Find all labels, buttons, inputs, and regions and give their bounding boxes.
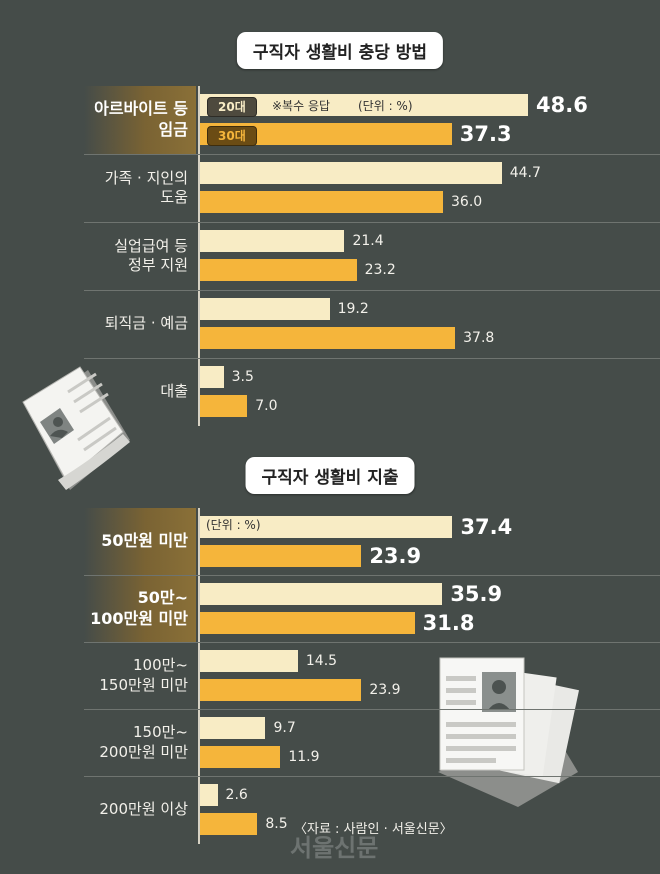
value-label: 7.0 bbox=[255, 398, 278, 414]
category-label-line: 100만원 미만 bbox=[90, 608, 188, 628]
bar-30s-2 bbox=[200, 679, 362, 701]
chart2-category-0: 50만원 미만 bbox=[84, 508, 196, 575]
value-label: 2.6 bbox=[225, 787, 248, 803]
chart2-axis bbox=[198, 508, 200, 844]
value-label: 23.9 bbox=[369, 544, 422, 568]
chart1-axis bbox=[198, 86, 200, 426]
value-label: 23.2 bbox=[364, 262, 396, 278]
chart2-category-4: 200만원 이상 bbox=[84, 776, 196, 844]
bar-30s-1 bbox=[200, 191, 443, 213]
value-label: 35.9 bbox=[450, 582, 503, 606]
value-label: 3.5 bbox=[231, 369, 254, 385]
bar-20s-3 bbox=[200, 298, 330, 320]
value-label: 48.6 bbox=[536, 93, 588, 117]
category-label-line: 임금 bbox=[158, 120, 188, 139]
chart1-category-0: 아르바이트 등 임금 bbox=[84, 86, 196, 154]
separator bbox=[84, 358, 660, 359]
bar-30s-4 bbox=[200, 813, 258, 835]
value-label: 44.7 bbox=[509, 165, 541, 181]
bar-20s-2 bbox=[200, 230, 345, 252]
bar-20s-4 bbox=[200, 784, 218, 806]
separator bbox=[84, 776, 660, 777]
value-label: 11.9 bbox=[288, 749, 320, 765]
bar-20s-1 bbox=[200, 162, 502, 184]
chart2-category-3: 150만~ 200만원 미만 bbox=[84, 709, 196, 776]
resume-paper-icon bbox=[22, 366, 130, 490]
bar-30s-4 bbox=[200, 395, 248, 417]
value-label: 14.5 bbox=[305, 653, 338, 669]
bar-30s-0 bbox=[200, 545, 362, 567]
chart1-category-1: 가족 · 지인의 도움 bbox=[84, 154, 196, 222]
bar-30s-0 bbox=[200, 123, 452, 145]
value-label: 21.4 bbox=[352, 233, 384, 249]
legend-30s-badge: 30대 bbox=[207, 126, 257, 146]
bar-20s-0 bbox=[200, 516, 453, 538]
category-label-line: 도움 bbox=[160, 188, 188, 206]
category-label-line: 150만원 미만 bbox=[99, 675, 188, 694]
category-label-line: 200만원 이상 bbox=[99, 800, 188, 819]
chart1-category-4: 대출 bbox=[84, 358, 196, 426]
bar-20s-3 bbox=[200, 717, 266, 739]
chart1-category-2: 실업급여 등 정부 지원 bbox=[84, 222, 196, 290]
bar-30s-3 bbox=[200, 327, 456, 349]
separator bbox=[84, 642, 660, 643]
value-label: 36.0 bbox=[451, 194, 483, 210]
category-label-line: 대출 bbox=[160, 382, 188, 401]
bar-20s-0 bbox=[200, 94, 529, 116]
separator bbox=[84, 575, 660, 576]
value-label: 37.3 bbox=[459, 122, 512, 146]
separator bbox=[84, 222, 660, 223]
unit-note-2: (단위 : %) bbox=[206, 518, 261, 532]
unit-note-1: (단위 : %) bbox=[358, 99, 413, 113]
bar-20s-4 bbox=[200, 366, 224, 388]
separator bbox=[84, 709, 660, 710]
category-label-line: 가족 · 지인의 bbox=[104, 168, 188, 187]
separator bbox=[84, 290, 660, 291]
category-label-line: 100만~ bbox=[133, 656, 188, 674]
chart1-category-3: 퇴직금 · 예금 bbox=[84, 290, 196, 358]
category-label-line: 정부 지원 bbox=[128, 256, 188, 274]
value-label: 37.4 bbox=[460, 515, 513, 539]
chart2-category-1: 50만~ 100만원 미만 bbox=[84, 575, 196, 642]
value-label: 23.9 bbox=[369, 682, 401, 698]
bar-30s-2 bbox=[200, 259, 357, 281]
category-label-line: 150만~ bbox=[133, 723, 188, 741]
chart2-title: 구직자 생활비 지출 bbox=[245, 457, 415, 494]
watermark-logo: 서울신문 bbox=[290, 834, 379, 862]
category-label-line: 실업급여 등 bbox=[114, 236, 188, 255]
bar-30s-3 bbox=[200, 746, 281, 768]
bar-20s-1 bbox=[200, 583, 443, 605]
value-label: 9.7 bbox=[273, 720, 296, 736]
category-label-line: 50만~ bbox=[137, 587, 188, 607]
resume-stack-icon bbox=[438, 657, 580, 807]
source-note: 〈자료 : 사람인 · 서울신문〉 bbox=[294, 822, 453, 837]
category-label-line: 200만원 미만 bbox=[99, 742, 188, 761]
value-label: 19.2 bbox=[337, 301, 369, 317]
value-label: 31.8 bbox=[422, 611, 475, 635]
separator bbox=[84, 154, 660, 155]
category-label-line: 아르바이트 등 bbox=[94, 99, 188, 119]
bar-20s-2 bbox=[200, 650, 298, 672]
category-label-line: 50만원 미만 bbox=[101, 531, 188, 551]
bar-30s-1 bbox=[200, 612, 415, 634]
multiple-answer-note: ※복수 응답 bbox=[272, 99, 331, 113]
legend-20s-badge: 20대 bbox=[207, 97, 257, 117]
chart1-title: 구직자 생활비 충당 방법 bbox=[236, 32, 444, 69]
value-label: 8.5 bbox=[265, 816, 288, 832]
chart2-category-2: 100만~ 150만원 미만 bbox=[84, 642, 196, 709]
category-label-line: 퇴직금 · 예금 bbox=[104, 314, 188, 333]
value-label: 37.8 bbox=[463, 330, 495, 346]
